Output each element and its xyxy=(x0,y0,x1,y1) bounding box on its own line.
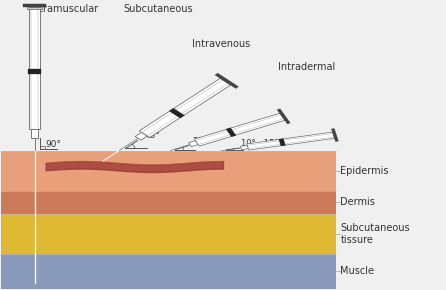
Bar xyxy=(1,254,336,289)
Polygon shape xyxy=(139,78,231,137)
Bar xyxy=(1,214,336,254)
Text: 45°: 45° xyxy=(145,131,161,140)
Text: Subcutaneous: Subcutaneous xyxy=(123,4,193,14)
Bar xyxy=(1,151,336,191)
Text: Intramuscular: Intramuscular xyxy=(30,4,99,14)
Bar xyxy=(1,191,336,214)
Polygon shape xyxy=(189,141,198,146)
Text: Intradermal: Intradermal xyxy=(278,62,336,72)
Bar xyxy=(23,4,46,7)
Text: 10° - 15°: 10° - 15° xyxy=(241,139,278,148)
Bar xyxy=(31,129,38,138)
Bar xyxy=(29,7,41,129)
Polygon shape xyxy=(135,132,147,140)
Text: Dermis: Dermis xyxy=(340,197,376,207)
Polygon shape xyxy=(331,129,339,142)
Text: Epidermis: Epidermis xyxy=(340,166,389,176)
Text: 25°: 25° xyxy=(192,137,208,146)
Polygon shape xyxy=(226,128,236,137)
Polygon shape xyxy=(169,108,185,118)
Polygon shape xyxy=(279,139,285,146)
Polygon shape xyxy=(247,132,334,150)
Polygon shape xyxy=(194,113,285,146)
Polygon shape xyxy=(215,73,239,88)
Bar xyxy=(29,69,41,74)
Bar xyxy=(40,146,45,149)
Bar xyxy=(27,7,42,9)
Text: Muscle: Muscle xyxy=(340,267,375,276)
Polygon shape xyxy=(240,145,248,150)
Text: 90°: 90° xyxy=(46,139,62,148)
Text: Subcutaneous
tissure: Subcutaneous tissure xyxy=(340,223,410,245)
Text: Intravenous: Intravenous xyxy=(192,39,250,49)
Polygon shape xyxy=(277,109,290,124)
